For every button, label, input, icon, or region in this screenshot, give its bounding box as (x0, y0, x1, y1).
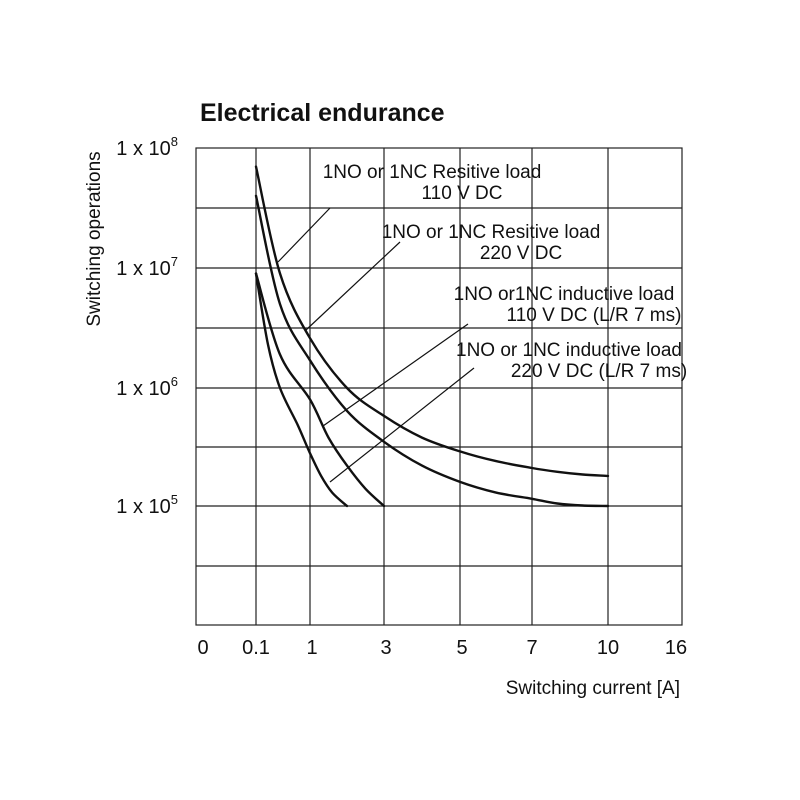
y-tick-label: 1 x 106 (116, 374, 178, 400)
y-tick-label: 1 x 105 (116, 492, 178, 518)
x-tick-label: 5 (456, 637, 467, 659)
annotation-line: 220 V DC (L/R 7 ms) (511, 361, 687, 382)
curve-inductive-110v (254, 272, 386, 508)
plot-grid (195, 147, 683, 626)
annotation-line: 1NO or 1NC Resitive load (382, 222, 601, 243)
series-curves (254, 165, 610, 508)
annotation-leader (322, 323, 469, 427)
x-axis-label: Switching current [A] (506, 678, 680, 699)
annotation-line: 220 V DC (480, 243, 562, 264)
x-tick-label: 16 (665, 637, 687, 659)
annotation-line: 1NO or 1NC Resitive load (323, 162, 542, 183)
annotation-line: 110 V DC (422, 183, 503, 204)
x-tick-label: 7 (526, 637, 537, 659)
x-tick-label: 10 (597, 637, 619, 659)
y-axis-label: Switching operations (84, 151, 105, 326)
x-tick-labels: 0 0.1 1 3 5 7 10 16 (197, 637, 687, 659)
plot-frame (195, 147, 683, 626)
annotation-leader (277, 207, 331, 263)
annotation-leaders (277, 207, 475, 483)
x-tick-label: 0.1 (242, 637, 270, 659)
chart-title: Electrical endurance (200, 99, 445, 127)
curve-resistive-220v (254, 194, 610, 508)
y-tick-label: 1 x 108 (116, 134, 178, 160)
x-tick-label: 1 (306, 637, 317, 659)
annotation-leader (305, 241, 401, 331)
curve-inductive-220v (254, 272, 349, 508)
y-tick-label: 1 x 107 (116, 254, 178, 280)
annotation-line: 1NO or 1NC inductive load (456, 340, 682, 361)
annotation-leader (329, 367, 475, 483)
x-tick-label: 0 (197, 637, 208, 659)
x-tick-label: 3 (380, 637, 391, 659)
annotation-line: 110 V DC (L/R 7 ms) (507, 305, 682, 326)
y-tick-labels: 1 x 108 1 x 107 1 x 106 1 x 105 (116, 134, 178, 518)
annotation-line: 1NO or1NC inductive load (454, 284, 675, 305)
curve-resistive-110v (254, 165, 610, 478)
